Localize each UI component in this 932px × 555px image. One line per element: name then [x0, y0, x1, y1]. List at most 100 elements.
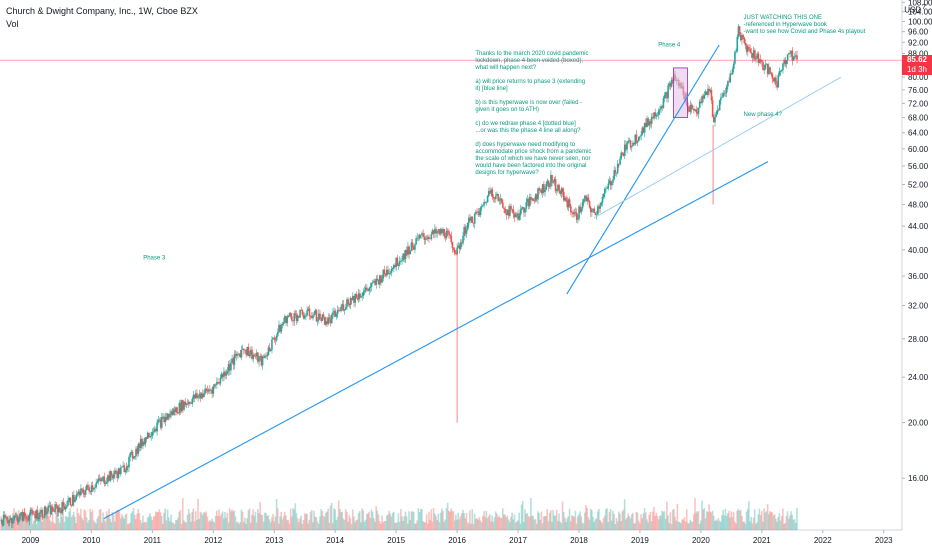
candle-body: [690, 104, 693, 110]
volume-bar: [20, 513, 22, 530]
candle-body: [55, 504, 58, 506]
x-tick-label: 2021: [753, 536, 771, 545]
candle-body: [336, 309, 339, 315]
candle-body: [6, 517, 8, 521]
volume-bar: [310, 509, 313, 530]
volume-bar: [553, 515, 556, 530]
volume-bar: [596, 511, 599, 530]
candle-body: [506, 209, 509, 216]
volume-bar: [463, 513, 465, 530]
candle-body: [769, 67, 771, 73]
candle-body: [505, 213, 508, 216]
volume-bar: [703, 508, 706, 530]
candle-body: [292, 320, 294, 322]
volume-bar: [402, 520, 404, 530]
volume-bar: [189, 513, 191, 530]
candle-body: [741, 35, 743, 41]
volume-bar: [29, 508, 32, 530]
candle-body: [158, 419, 161, 421]
candle-body: [381, 278, 383, 283]
chart-header: Church & Dwight Company, Inc., 1W, Cboe …: [6, 5, 198, 31]
candle-body: [340, 306, 342, 311]
volume-bar: [5, 513, 7, 530]
volume-bar: [571, 515, 573, 530]
candle-body: [643, 122, 646, 133]
candle-body: [709, 89, 712, 92]
candle-body: [486, 196, 489, 203]
candle-body: [344, 307, 347, 310]
volume-bar: [756, 522, 758, 530]
x-tick-label: 2017: [509, 536, 527, 545]
commentary-note-line: accommodate price shock from a pandemic: [475, 149, 591, 155]
candle-body: [265, 355, 267, 357]
candle-body: [525, 201, 528, 209]
candle-body: [77, 491, 80, 494]
volume-bar: [554, 515, 557, 530]
candle-body: [60, 509, 62, 514]
volume-bar: [491, 515, 494, 530]
candle-body: [585, 195, 587, 202]
volume-bar: [265, 512, 267, 530]
volume-bar: [164, 508, 167, 530]
candle-body: [309, 315, 312, 317]
candle-body: [269, 349, 272, 351]
candle-body: [551, 174, 553, 183]
volume-bar: [744, 523, 747, 530]
volume-bar: [572, 516, 574, 530]
volume-bar: [147, 516, 150, 530]
y-tick-label: 100.00: [908, 17, 932, 26]
volume-bar: [483, 511, 485, 530]
volume-bar: [219, 516, 222, 530]
x-tick-label: 2010: [83, 536, 101, 545]
volume-bar: [151, 519, 154, 530]
candle-body: [557, 184, 559, 191]
volume-bar: [360, 522, 362, 530]
volume-bar: [21, 516, 24, 530]
volume-bar: [155, 511, 157, 530]
volume-bar: [508, 522, 511, 530]
candle-body: [135, 448, 137, 456]
volume-bar: [448, 510, 450, 530]
volume-bar: [375, 506, 377, 530]
candle-body: [571, 212, 573, 213]
volume-bar: [630, 514, 633, 530]
volume-bar: [217, 515, 219, 530]
volume-bar: [748, 501, 750, 530]
candle-body: [482, 205, 484, 207]
candle-body: [48, 505, 51, 507]
volume-bar: [242, 522, 245, 530]
volume-bar: [732, 512, 735, 530]
candle-body: [56, 505, 59, 513]
candle-body: [7, 520, 10, 524]
candle-body: [734, 52, 736, 64]
candle-body: [150, 435, 153, 437]
candle-body: [125, 466, 128, 471]
volume-bar: [545, 515, 547, 530]
candle-body: [131, 451, 134, 459]
volume-bar: [422, 520, 424, 530]
candle-body: [123, 465, 126, 473]
candle-body: [273, 337, 276, 340]
candle-body: [718, 100, 721, 111]
volume-bar: [758, 508, 761, 530]
candle-body: [588, 201, 591, 208]
candle-body: [349, 298, 352, 306]
x-tick-label: 2023: [875, 536, 893, 545]
candle-body: [234, 354, 237, 356]
candle-body: [170, 411, 172, 415]
volume-bar: [538, 512, 540, 530]
candle-body: [554, 178, 557, 191]
candle-body: [777, 75, 780, 88]
candle-body: [102, 476, 104, 478]
candle-body: [251, 349, 253, 359]
volume-bar: [654, 516, 656, 530]
candle-body: [28, 515, 31, 521]
volume-bar: [184, 522, 186, 530]
volume-bar: [273, 521, 276, 530]
candle-body: [85, 485, 88, 490]
volume-bar: [96, 518, 99, 530]
candle-body: [204, 388, 206, 394]
volume-bar: [281, 519, 284, 530]
candle-body: [376, 278, 379, 281]
